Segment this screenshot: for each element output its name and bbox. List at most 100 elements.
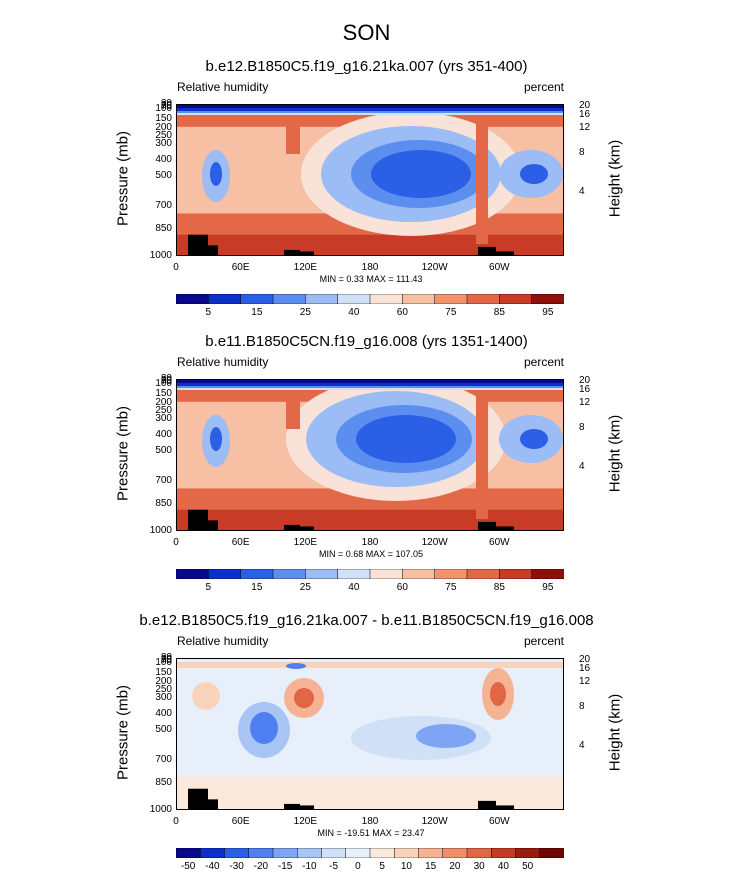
right-tick-label: 16 bbox=[579, 663, 591, 675]
colorbar-swatch bbox=[434, 569, 468, 579]
y-axis-label: Pressure (mb) bbox=[114, 405, 132, 502]
y-tick-label: 70 bbox=[160, 101, 172, 113]
y-axis-label-right: Height (km) bbox=[606, 414, 624, 493]
colorbar-swatch bbox=[337, 294, 371, 304]
colorbar-swatch bbox=[208, 569, 242, 579]
y-tick-label: 200 bbox=[155, 396, 172, 408]
colorbar-label: -20 bbox=[253, 861, 269, 872]
y-tick-label: 700 bbox=[155, 474, 172, 486]
y-tick-label: 1000 bbox=[149, 525, 172, 536]
strat-layer-1 bbox=[176, 104, 564, 108]
colorbar-label: 95 bbox=[542, 582, 554, 593]
heatmap-plot bbox=[176, 104, 564, 256]
colorbar-label: 5 bbox=[379, 861, 385, 872]
dry-region-core bbox=[356, 415, 456, 463]
topography bbox=[494, 805, 514, 810]
topography bbox=[198, 794, 208, 810]
dry-blob-east-core bbox=[520, 164, 548, 184]
colorbar-swatch bbox=[434, 294, 468, 304]
topography bbox=[284, 524, 300, 531]
colorbar-label: 60 bbox=[396, 307, 408, 318]
right-tick-label: 12 bbox=[579, 397, 591, 409]
y-tick-label: 30 bbox=[160, 652, 172, 663]
panel-title: b.e12.B1850C5.f19_g16.21ka.007 - b.e11.B… bbox=[139, 612, 594, 629]
x-tick-label: 120E bbox=[293, 816, 317, 827]
colorbar-label: -50 bbox=[180, 861, 196, 872]
x-tick-label: 0 bbox=[173, 537, 179, 548]
right-tick-label: 4 bbox=[579, 461, 585, 473]
colorbar-label: 20 bbox=[449, 861, 461, 872]
topography bbox=[300, 251, 314, 256]
colorbar-swatch bbox=[345, 848, 371, 858]
right-tick-label: 8 bbox=[579, 422, 585, 434]
colorbar-swatch bbox=[208, 294, 242, 304]
colorbar-label: 40 bbox=[348, 307, 360, 318]
neg-anomaly-west-core bbox=[250, 712, 278, 744]
colorbar-label: -15 bbox=[277, 861, 293, 872]
plot-frame bbox=[176, 658, 564, 810]
colorbar-label: -40 bbox=[205, 861, 220, 872]
strat-layer-3 bbox=[176, 111, 564, 113]
right-label: percent bbox=[523, 355, 564, 369]
dry-region-core bbox=[371, 150, 471, 198]
strat-layer-1 bbox=[176, 379, 564, 383]
topography bbox=[300, 805, 314, 810]
colorbar-swatch bbox=[176, 294, 210, 304]
topography bbox=[208, 799, 218, 810]
pos-anomaly-west bbox=[192, 682, 220, 710]
pos-anomaly-mid-core bbox=[294, 688, 314, 708]
x-tick-label: 180 bbox=[361, 262, 379, 273]
y-tick-label: 1000 bbox=[149, 250, 172, 261]
y-tick-label: 100 bbox=[155, 378, 172, 390]
colorbar-label: 95 bbox=[542, 307, 554, 318]
colorbar-swatch bbox=[515, 848, 541, 858]
y-tick-label: 70 bbox=[160, 376, 172, 388]
colorbar-swatch bbox=[321, 848, 347, 858]
x-tick-label: 60E bbox=[231, 537, 250, 548]
colorbar-swatch bbox=[402, 569, 436, 579]
y-tick-label: 50 bbox=[160, 99, 172, 111]
right-tick-label: 20 bbox=[579, 375, 591, 387]
x-tick-label: 0 bbox=[173, 816, 179, 827]
colorbar-label: 5 bbox=[205, 582, 212, 593]
y-tick-label: 300 bbox=[155, 137, 172, 149]
y-tick-label: 200 bbox=[155, 675, 172, 687]
min-max-label: MIN = 0.68 MAX = 107.05 bbox=[318, 549, 424, 559]
x-tick-label: 120W bbox=[421, 537, 448, 548]
min-max-label: MIN = -19.51 MAX = 23.47 bbox=[317, 828, 425, 838]
y-tick-label: 150 bbox=[155, 388, 172, 400]
topography bbox=[478, 521, 496, 531]
y-tick-label: 250 bbox=[155, 404, 172, 416]
y-tick-label: 500 bbox=[155, 445, 172, 457]
plot-frame bbox=[176, 379, 564, 531]
x-tick-label: 180 bbox=[361, 816, 379, 827]
right-tick-label: 20 bbox=[579, 654, 591, 666]
right-tick-label: 4 bbox=[579, 186, 585, 198]
moist-column-east bbox=[476, 389, 488, 519]
colorbar-swatch bbox=[224, 848, 250, 858]
colorbar-swatch bbox=[418, 848, 444, 858]
left-label: Relative humidity bbox=[177, 634, 269, 648]
topography bbox=[208, 520, 218, 531]
y-axis-label-right: Height (km) bbox=[606, 139, 624, 218]
colorbar-label: 75 bbox=[445, 582, 457, 593]
y-axis-label-right: Height (km) bbox=[606, 693, 624, 772]
min-max-label: MIN = 0.33 MAX = 111.43 bbox=[319, 274, 423, 284]
y-tick-label: 30 bbox=[160, 373, 172, 384]
colorbar-swatch bbox=[466, 848, 492, 858]
y-tick-label: 500 bbox=[155, 170, 172, 182]
field-surface-band bbox=[176, 509, 564, 531]
strat-layer-2 bbox=[176, 108, 564, 111]
y-tick-label: 100 bbox=[155, 103, 172, 115]
colorbar-label: 10 bbox=[400, 861, 412, 872]
y-tick-label: 700 bbox=[155, 199, 172, 211]
strat-layer-2 bbox=[176, 383, 564, 386]
x-tick-label: 60W bbox=[489, 816, 510, 827]
colorbar bbox=[176, 294, 564, 304]
x-tick-label: 120W bbox=[421, 816, 448, 827]
colorbar-swatch bbox=[491, 848, 517, 858]
panel-title: b.e12.B1850C5.f19_g16.21ka.007 (yrs 351-… bbox=[205, 58, 528, 75]
colorbar-swatch bbox=[369, 848, 395, 858]
right-tick-label: 16 bbox=[579, 384, 591, 396]
topography bbox=[300, 526, 314, 531]
